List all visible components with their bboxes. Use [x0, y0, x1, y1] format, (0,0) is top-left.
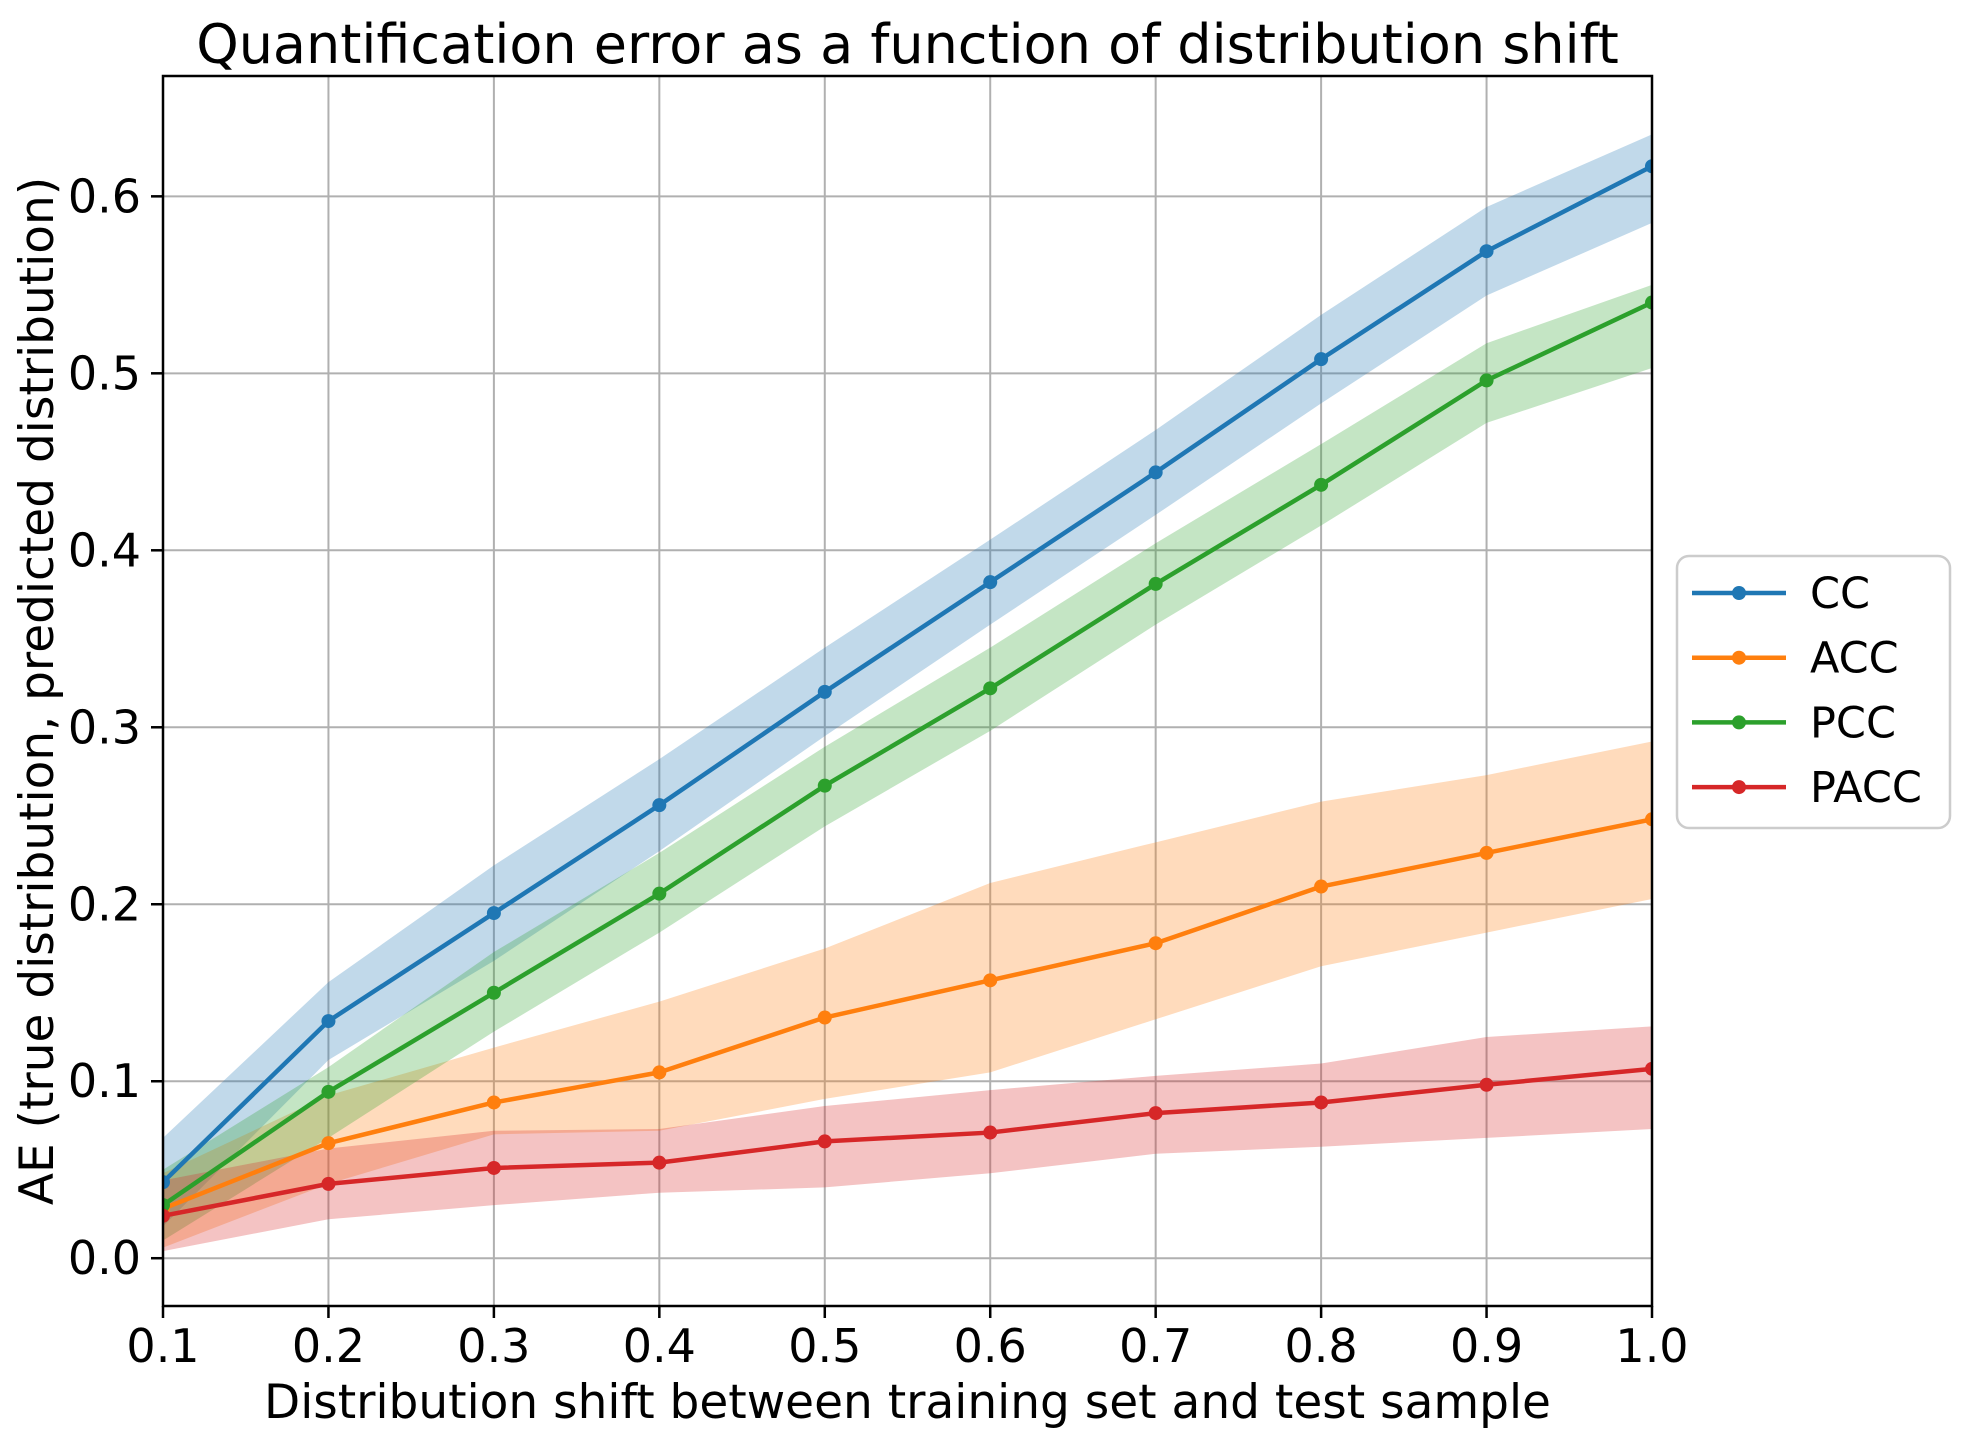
marker-pacc [1314, 1095, 1329, 1110]
band-pcc [163, 284, 1652, 1241]
marker-pacc [486, 1160, 501, 1175]
x-tick-label: 0.8 [1285, 1319, 1358, 1373]
legend-marker [1732, 650, 1746, 665]
marker-acc [652, 1065, 667, 1080]
marker-pcc [163, 1198, 170, 1213]
marker-pcc [652, 886, 667, 901]
marker-cc [321, 1014, 336, 1029]
marker-cc [1314, 352, 1329, 367]
y-tick-label: 0.5 [68, 346, 141, 400]
legend-label-pacc: PACC [1810, 763, 1922, 813]
x-tick-label: 0.5 [788, 1319, 861, 1373]
marker-acc [983, 973, 998, 988]
marker-pcc [983, 681, 998, 696]
x-tick-label: 1.0 [1615, 1319, 1688, 1373]
marker-pcc [1645, 295, 1652, 310]
plot-area [163, 76, 1652, 1306]
x-tick-label: 0.4 [623, 1319, 696, 1373]
marker-cc [1148, 465, 1163, 480]
legend-label-pcc: PCC [1810, 698, 1896, 748]
series-pcc [163, 295, 1652, 1213]
marker-pacc [1645, 1061, 1652, 1076]
y-tick-label: 0.1 [68, 1054, 141, 1108]
marker-pacc [652, 1155, 667, 1170]
band-cc [163, 134, 1652, 1227]
marker-cc [817, 684, 832, 699]
marker-cc [652, 798, 667, 813]
series-acc [163, 812, 1652, 1216]
marker-pacc [1148, 1106, 1163, 1121]
marker-pcc [1314, 477, 1329, 492]
marker-cc [1479, 244, 1494, 259]
axes-spines [161, 74, 1654, 1308]
line-acc [163, 817, 1652, 1211]
marker-cc [163, 1175, 170, 1190]
y-tick-labels: 0.0 0.1 0.2 0.3 0.4 0.5 0.6 [68, 169, 141, 1285]
marker-pacc [1479, 1077, 1494, 1092]
x-axis-label: Distribution shift between training set … [264, 1375, 1551, 1430]
x-tick-label: 0.9 [1450, 1319, 1523, 1373]
y-tick-label: 0.0 [68, 1231, 141, 1285]
marker-pacc [817, 1134, 832, 1149]
line-cc [163, 164, 1652, 1184]
marker-acc [1645, 812, 1652, 827]
line-pcc [163, 300, 1652, 1207]
series-lines [163, 159, 1652, 1223]
x-tick-label: 0.7 [1119, 1319, 1192, 1373]
x-tick-labels: 0.1 0.2 0.3 0.4 0.5 0.6 0.7 0.8 0.9 1.0 [126, 1319, 1688, 1373]
legend-label-cc: CC [1810, 569, 1870, 619]
chart-title: Quantification error as a function of di… [196, 13, 1619, 76]
legend-marker [1732, 715, 1746, 730]
marker-pcc [817, 778, 832, 793]
x-tick-label: 0.2 [292, 1319, 365, 1373]
series-pacc [163, 1061, 1652, 1223]
y-tick-label: 0.6 [68, 169, 141, 223]
legend-item-pcc: PCC [1692, 698, 1896, 748]
legend-item-pacc: PACC [1692, 763, 1922, 813]
y-tick-label: 0.3 [68, 700, 141, 754]
legend-item-acc: ACC [1692, 634, 1899, 684]
legend-marker [1732, 586, 1746, 600]
marker-pcc [1479, 373, 1494, 388]
legend-box [1675, 554, 1952, 830]
marker-acc [1314, 879, 1329, 894]
axis-ticks [151, 195, 1654, 1318]
error-bands [163, 134, 1652, 1252]
marker-cc [983, 575, 998, 590]
marker-cc [486, 906, 501, 921]
marker-acc [321, 1136, 336, 1151]
series-cc [163, 159, 1652, 1190]
legend: CC ACC PCC PACC [1675, 554, 1952, 830]
marker-pcc [1148, 576, 1163, 591]
marker-pacc [163, 1208, 170, 1223]
marker-acc [486, 1095, 501, 1110]
y-tick-label: 0.4 [68, 523, 141, 577]
marker-pcc [321, 1084, 336, 1099]
marker-acc [1148, 936, 1163, 951]
x-tick-label: 0.6 [954, 1319, 1027, 1373]
x-tick-label: 0.3 [457, 1319, 530, 1373]
marker-acc [817, 1010, 832, 1025]
legend-marker [1732, 780, 1746, 795]
marker-acc [1479, 845, 1494, 860]
band-acc [163, 741, 1652, 1248]
marker-pcc [486, 985, 501, 1000]
y-axis-label: AE (true distribution, predicted distrib… [10, 177, 65, 1205]
marker-pacc [983, 1125, 998, 1140]
x-tick-label: 0.1 [126, 1319, 199, 1373]
line-pacc [163, 1066, 1652, 1218]
legend-item-cc: CC [1692, 569, 1870, 619]
legend-label-acc: ACC [1810, 634, 1899, 684]
y-tick-label: 0.2 [68, 877, 141, 931]
marker-pacc [321, 1176, 336, 1191]
marker-cc [1645, 159, 1652, 174]
